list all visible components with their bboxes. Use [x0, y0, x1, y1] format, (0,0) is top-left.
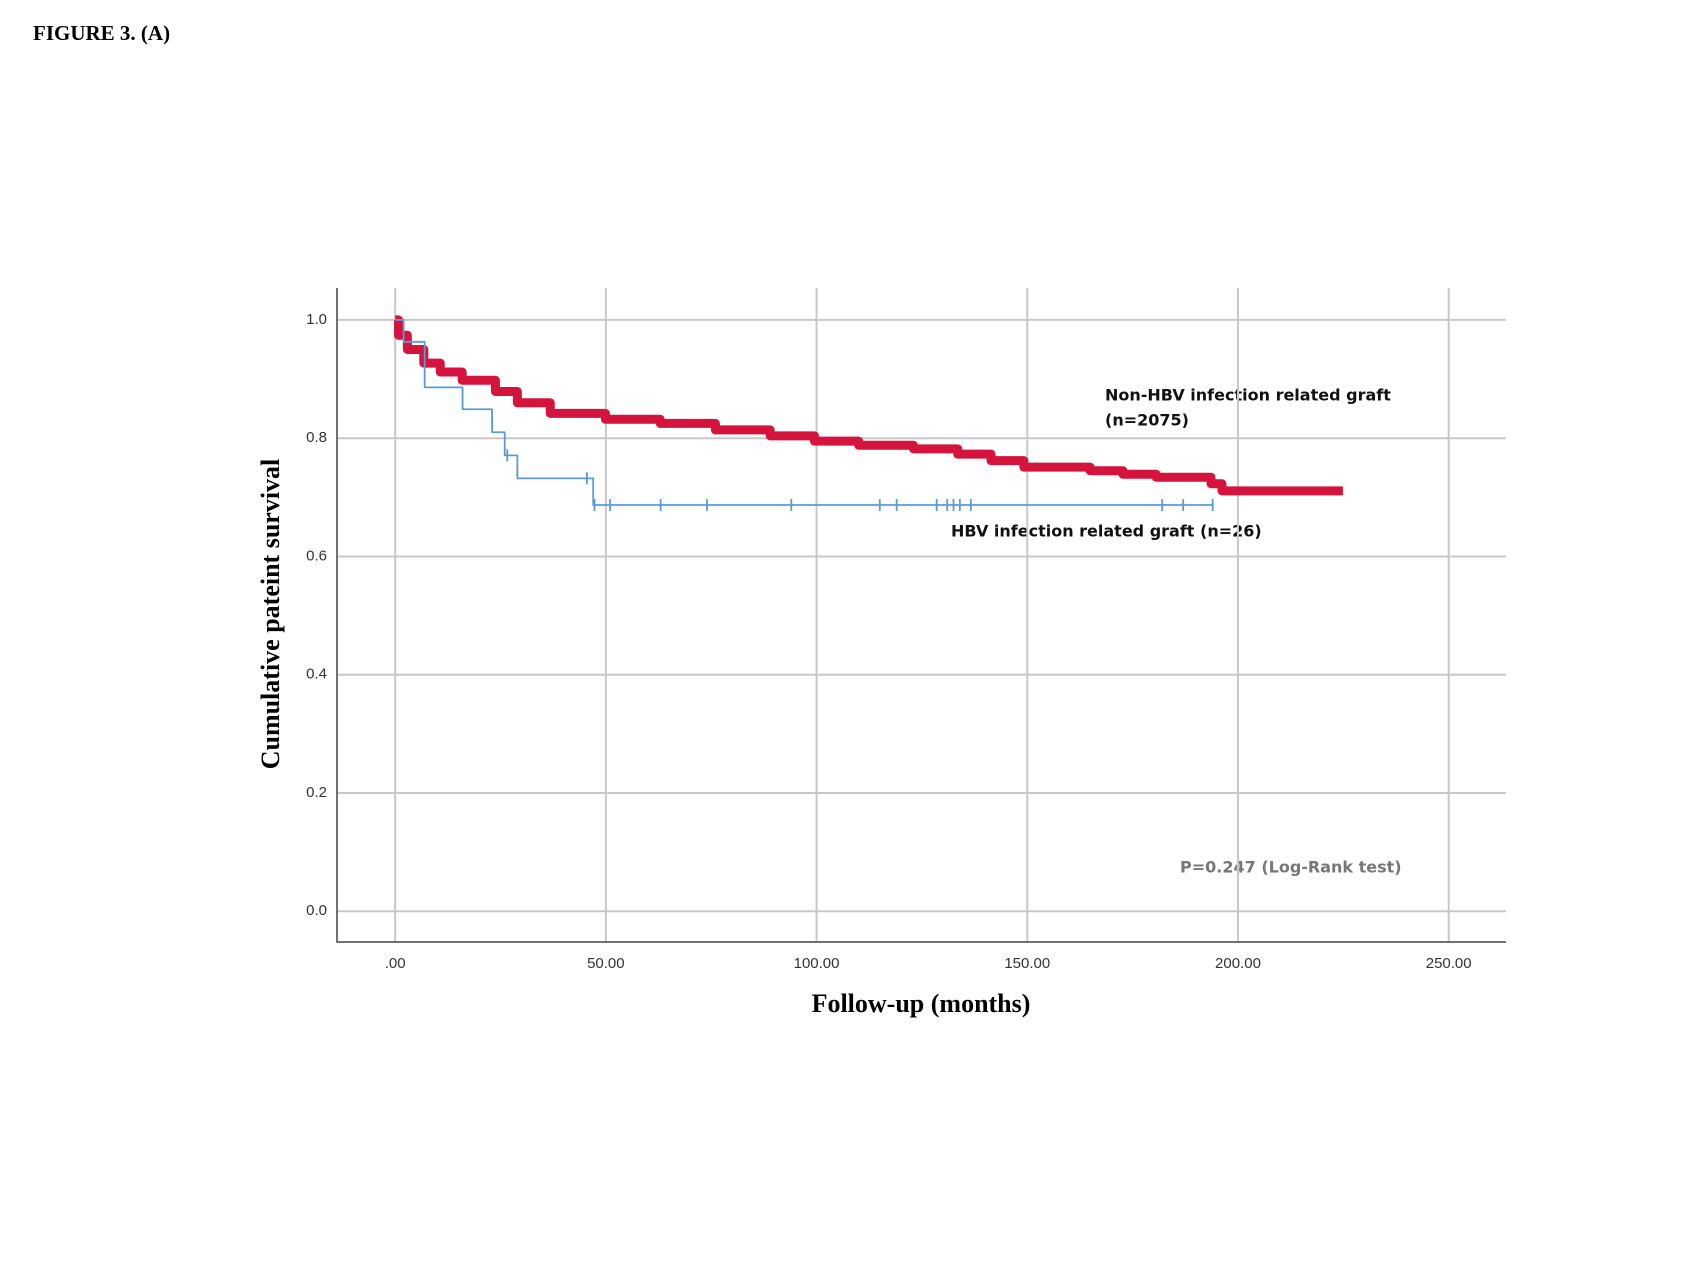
- y-tick-label: 1.0: [306, 311, 327, 328]
- figure-label: FIGURE 3. (A): [33, 21, 170, 45]
- annotation: HBV infection related graft (n=26): [951, 522, 1262, 541]
- x-tick-label: 150.00: [1004, 955, 1050, 972]
- y-tick-label: 0.8: [306, 429, 327, 446]
- y-tick-label: 0.2: [306, 784, 327, 801]
- y-tick-label: 0.4: [306, 666, 327, 683]
- annotation: (n=2075): [1105, 411, 1189, 430]
- x-tick-label: 200.00: [1215, 955, 1261, 972]
- y-tick-label: 0.6: [306, 547, 327, 564]
- y-tick-label: 0.0: [306, 902, 327, 919]
- annotation: Non-HBV infection related graft: [1105, 386, 1391, 405]
- x-tick-label: 250.00: [1426, 955, 1472, 972]
- axis-frame: [336, 288, 1506, 943]
- x-tick-label: 50.00: [587, 955, 625, 972]
- x-tick-label: .00: [385, 955, 406, 972]
- survival-curve: [394, 315, 1343, 496]
- x-tick-label: 100.00: [794, 955, 840, 972]
- survival-curve: [395, 319, 1213, 506]
- x-axis-label: Follow-up (months): [812, 989, 1031, 1018]
- y-axis-label: Cumulative pateint survival: [256, 459, 285, 770]
- annotation: P=0.247 (Log-Rank test): [1180, 858, 1402, 877]
